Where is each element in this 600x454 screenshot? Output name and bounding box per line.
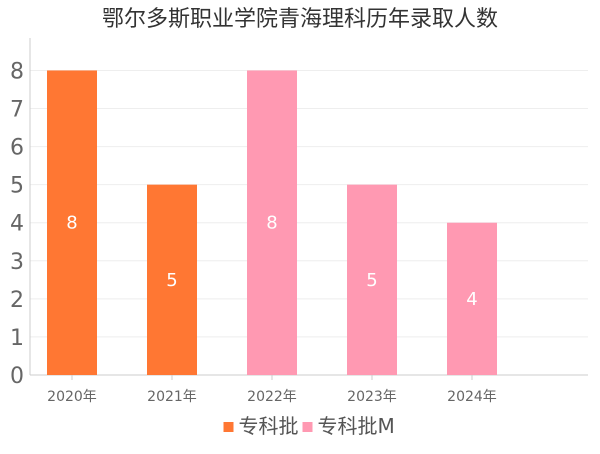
data-label-2: 8	[266, 213, 277, 234]
grid-lines	[30, 69, 588, 338]
axes	[29, 38, 588, 376]
bar-3	[347, 184, 397, 375]
x-axis-ticks: 2020年 2021年 2022年 2023年 2024年	[47, 375, 497, 405]
legend-item-1[interactable]: 专科批M	[302, 414, 395, 438]
bars	[47, 70, 497, 376]
data-label-1: 5	[166, 270, 177, 291]
data-label-0: 8	[66, 213, 77, 234]
y-tick-label: 4	[10, 212, 24, 237]
x-tick-label-1: 2021年	[147, 389, 197, 405]
y-tick-label: 2	[10, 288, 24, 313]
y-tick-label: 6	[10, 136, 24, 161]
legend-item-0[interactable]: 专科批	[223, 414, 299, 438]
legend: 专科批 专科批M	[223, 414, 395, 438]
chart-title: 鄂尔多斯职业学院青海理科历年录取人数	[102, 7, 498, 32]
bar-4	[447, 222, 497, 375]
x-tick-label-4: 2024年	[447, 389, 497, 405]
y-tick-label: 1	[10, 326, 24, 351]
bar-2	[247, 70, 297, 376]
y-tick-label: 0	[10, 364, 24, 389]
x-tick-label-2: 2022年	[247, 389, 297, 405]
y-tick-label: 7	[10, 98, 24, 123]
y-axis-ticks: 0 1 2 3 4 5 6 7 8	[10, 59, 24, 389]
y-tick-label: 5	[10, 174, 24, 199]
x-tick-label-0: 2020年	[47, 389, 97, 405]
legend-swatch	[223, 422, 234, 432]
x-tick-label-3: 2023年	[347, 389, 397, 405]
y-tick-label: 3	[10, 250, 24, 275]
y-tick-label: 8	[10, 59, 24, 84]
bar-1	[147, 184, 197, 375]
data-labels: 8 5 8 5 4	[66, 213, 477, 310]
legend-swatch	[302, 422, 313, 432]
data-label-3: 5	[366, 270, 377, 291]
data-label-4: 4	[466, 289, 477, 310]
legend-label: 专科批M	[318, 414, 395, 438]
bar-0	[47, 70, 97, 376]
legend-label: 专科批	[239, 414, 299, 438]
